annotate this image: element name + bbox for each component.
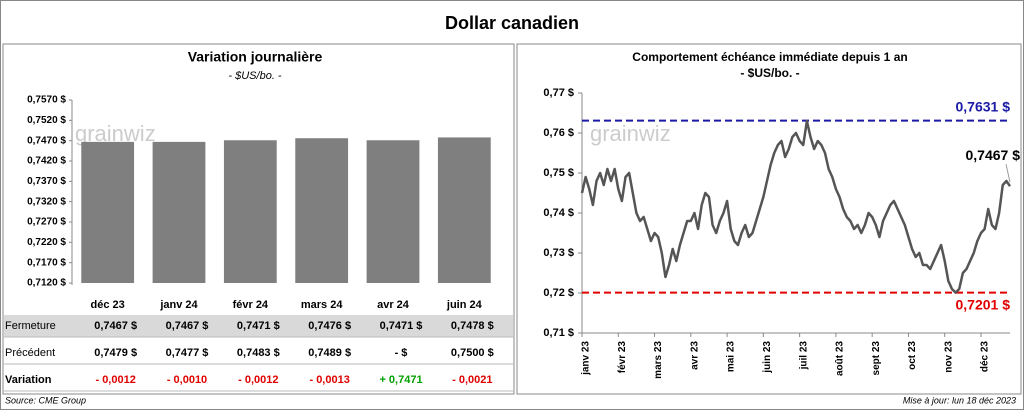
y-tick-label: 0,71 $ [543,327,574,339]
bar [223,140,277,283]
x-tick-label: oct 23 [907,341,918,370]
x-tick-label: juin 24 [446,299,483,311]
reference-label: 0,7631 $ [956,98,1011,114]
table-cell: 0,7500 $ [451,347,494,359]
row-label: Variation [5,374,52,386]
x-tick-label: janv 24 [159,299,198,311]
x-tick-label: juin 23 [762,341,773,374]
x-tick-label: févr 24 [233,299,269,311]
x-tick-label: sept 23 [871,341,882,376]
bar [295,138,349,283]
page-title: Dollar canadien [445,13,579,33]
x-tick-label: mai 23 [726,341,737,373]
y-tick-label: 0,7120 $ [27,278,66,289]
updated: Mise à jour: lun 18 déc 2023 [903,395,1016,405]
bar [437,137,491,283]
chart-title: Comportement échéance immédiate depuis 1… [632,50,907,64]
chart-subtitle: - $US/bo. - [740,66,799,80]
table-cell: - 0,0012 [238,374,278,386]
table-highlight [4,315,513,337]
y-tick-label: 0,76 $ [543,127,574,139]
watermark: grainwiz [75,121,156,146]
x-tick-label: nov 23 [943,341,954,373]
table-cell: - $ [395,347,408,359]
reference-label: 0,7201 $ [956,296,1011,312]
x-tick-label: avr 24 [377,299,410,311]
y-tick-label: 0,7220 $ [27,237,66,248]
x-tick-label: déc 23 [980,341,991,373]
y-tick-label: 0,7320 $ [27,196,66,207]
y-tick-label: 0,7270 $ [27,217,66,228]
table-cell: 0,7467 $ [166,320,209,332]
left-panel [2,43,515,395]
y-tick-label: 0,7370 $ [27,176,66,187]
table-cell: 0,7483 $ [237,347,280,359]
x-tick-label: mars 24 [301,299,343,311]
x-tick-label: août 23 [835,341,846,376]
bar [81,141,135,283]
right-panel [516,43,1022,395]
table-cell: - 0,0012 [95,374,135,386]
table-cell: 0,7467 $ [94,320,137,332]
x-tick-label: avr 23 [689,341,700,370]
bar [366,140,420,283]
x-tick-label: juil 23 [798,341,809,371]
table-cell: 0,7471 $ [380,320,423,332]
table-cell: 0,7476 $ [308,320,351,332]
table-cell: 0,7471 $ [237,320,280,332]
end-leader [1005,164,1011,183]
y-tick-label: 0,73 $ [543,247,574,259]
table-cell: - 0,0021 [452,374,492,386]
bar [152,141,206,283]
y-tick-label: 0,7170 $ [27,257,66,268]
table-cell: 0,7478 $ [451,320,494,332]
y-tick-label: 0,7570 $ [27,95,66,106]
table-cell: - 0,0010 [167,374,207,386]
y-tick-label: 0,7470 $ [27,135,66,146]
y-tick-label: 0,7520 $ [27,115,66,126]
x-tick-label: févr 23 [617,341,628,374]
end-label: 0,7467 $ [966,147,1021,163]
y-tick-label: 0,75 $ [543,167,574,179]
chart-title: Variation journalière [188,49,323,65]
y-tick-label: 0,72 $ [543,287,574,299]
source: Source: CME Group [5,395,86,405]
x-tick-label: déc 23 [91,299,125,311]
table-cell: + 0,7471 [379,374,422,386]
row-label: Fermeture [5,320,56,332]
y-tick-label: 0,74 $ [543,207,574,219]
price-line [580,119,1012,294]
y-tick-label: 0,7420 $ [27,156,66,167]
table-cell: 0,7479 $ [94,347,137,359]
table-cell: 0,7477 $ [166,347,209,359]
table-cell: - 0,0013 [309,374,349,386]
y-tick-label: 0,77 $ [543,87,574,99]
x-tick-label: mars 23 [653,341,664,379]
table-cell: 0,7489 $ [308,347,351,359]
chart-subtitle: - $US/bo. - [228,70,282,82]
x-tick-label: janv 23 [581,341,592,376]
row-label: Précédent [5,347,55,359]
watermark: grainwiz [590,121,671,146]
